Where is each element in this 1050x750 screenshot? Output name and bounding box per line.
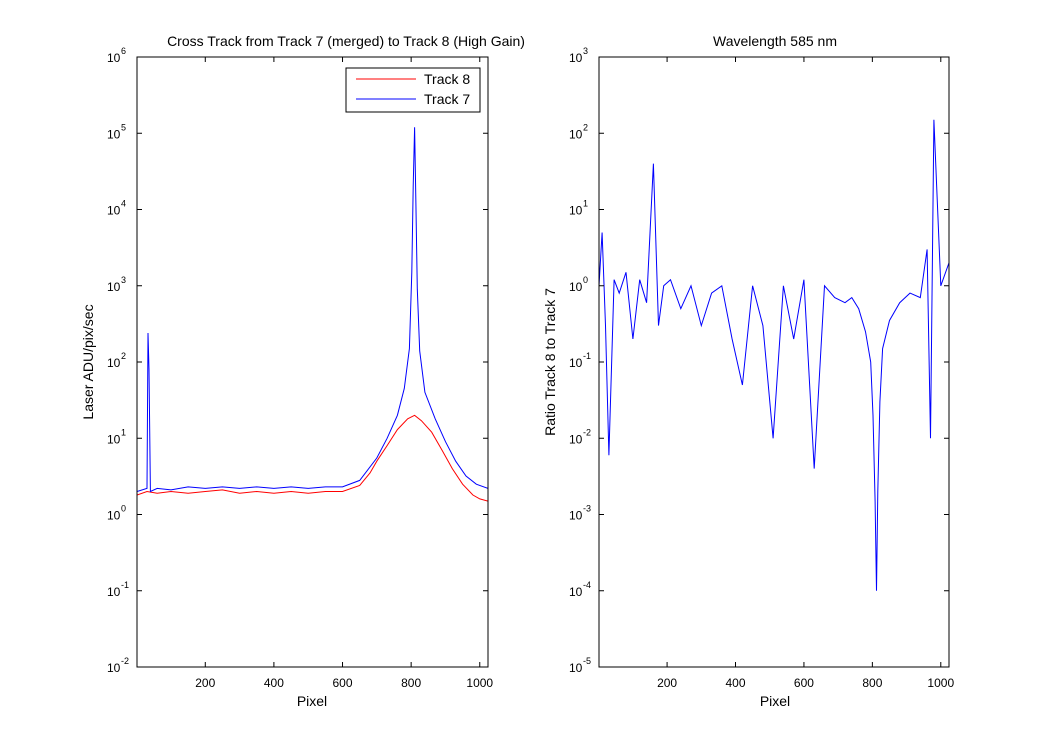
y-tick-label: 10 [107,432,121,446]
y-tick-exponent: 0 [121,504,126,514]
left-legend: Track 8 Track 7 [345,67,481,113]
y-tick-exponent: -4 [583,580,591,590]
legend-box [345,67,481,113]
y-tick-exponent: -2 [583,427,591,437]
x-tick-label: 400 [264,676,284,690]
y-tick-exponent: 2 [583,122,588,132]
y-tick-exponent: -5 [583,656,591,666]
left-plot-area [137,57,488,667]
x-tick-label: 200 [195,676,215,690]
y-tick-exponent: 3 [583,46,588,56]
y-tick-label: 10 [569,204,583,218]
y-tick-exponent: 1 [583,199,588,209]
series-line-track-7 [137,127,488,493]
y-tick-label: 10 [569,432,583,446]
y-tick-label: 10 [107,127,121,141]
x-tick-label: 800 [862,676,882,690]
series-line-track-8 [137,414,488,502]
legend-label-track-8: Track 8 [424,71,470,87]
y-tick-label: 10 [569,127,583,141]
y-tick-label: 10 [107,661,121,675]
left-chart-title: Cross Track from Track 7 (merged) to Tra… [167,33,525,49]
x-tick-label: 1000 [466,676,493,690]
x-tick-label: 600 [333,676,353,690]
y-tick-label: 10 [107,509,121,523]
y-tick-label: 10 [569,356,583,370]
y-tick-exponent: -1 [121,580,129,590]
x-tick-label: 800 [401,676,421,690]
y-tick-label: 10 [569,51,583,65]
y-tick-label: 10 [107,585,121,599]
y-tick-label: 10 [107,280,121,294]
x-tick-label: 200 [657,676,677,690]
y-tick-label: 10 [107,51,121,65]
y-tick-exponent: 6 [121,46,126,56]
y-tick-exponent: 4 [121,199,126,209]
y-tick-exponent: -1 [583,351,591,361]
left-y-axis-label: Laser ADU/pix/sec [80,304,96,419]
y-tick-exponent: 2 [121,351,126,361]
y-tick-label: 10 [569,585,583,599]
y-tick-exponent: 5 [121,122,126,132]
y-tick-label: 10 [569,280,583,294]
x-tick-label: 400 [725,676,745,690]
y-tick-label: 10 [569,509,583,523]
legend-label-track-7: Track 7 [424,91,470,107]
y-tick-exponent: -3 [583,504,591,514]
x-tick-label: 1000 [927,676,954,690]
y-tick-exponent: 0 [583,275,588,285]
left-x-axis-label: Pixel [297,693,327,709]
y-tick-label: 10 [569,661,583,675]
right-plot-area [599,57,949,667]
right-y-axis-label: Ratio Track 8 to Track 7 [542,288,558,436]
right-chart-title: Wavelength 585 nm [713,33,837,49]
x-tick-label: 600 [794,676,814,690]
right-x-axis-label: Pixel [760,693,790,709]
y-tick-label: 10 [107,204,121,218]
y-tick-exponent: 1 [121,427,126,437]
series-line-ratio [599,119,949,591]
y-tick-label: 10 [107,356,121,370]
y-tick-exponent: 3 [121,275,126,285]
y-tick-exponent: -2 [121,656,129,666]
